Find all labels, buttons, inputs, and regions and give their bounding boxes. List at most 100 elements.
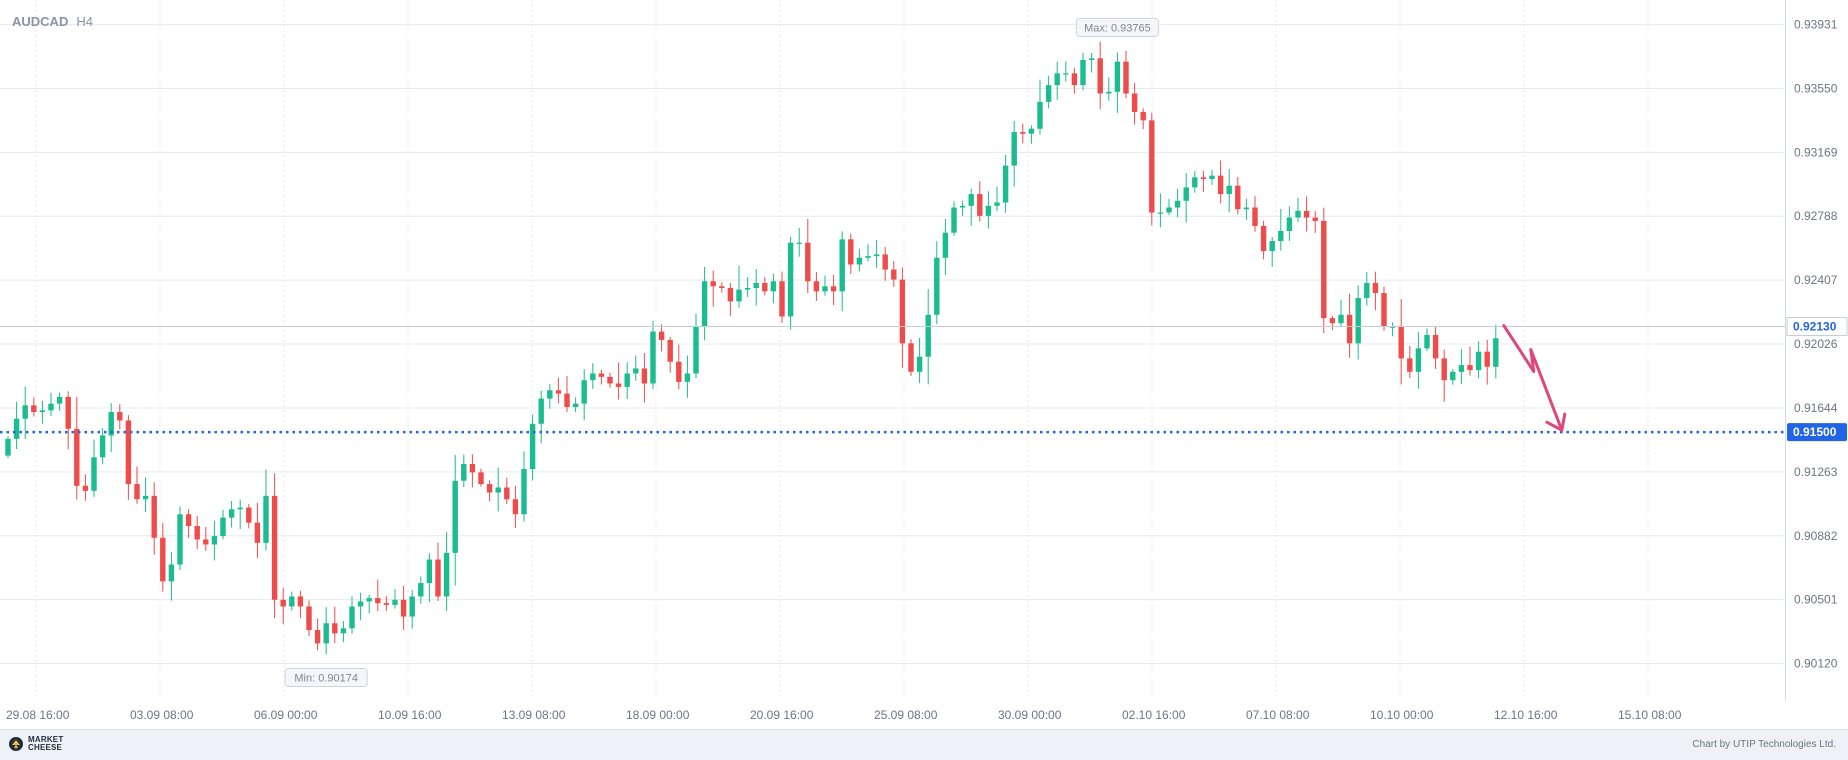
candle-body [435, 559, 441, 597]
time-tick-label: 12.10 16:00 [1494, 708, 1558, 722]
price-tick-label: 0.90882 [1794, 529, 1838, 543]
level-price-tag [1787, 423, 1847, 442]
candle-body [1338, 314, 1344, 324]
candle-body [770, 281, 777, 292]
candle-body [160, 537, 166, 582]
price-tick-label: 0.91644 [1794, 401, 1838, 415]
time-tick-label: 18.09 00:00 [626, 708, 690, 722]
candle-body [1106, 91, 1112, 94]
candle-body [5, 438, 11, 456]
candle-body [1063, 73, 1069, 75]
candle-body [641, 368, 648, 384]
candle-body [882, 254, 888, 270]
candle-body [271, 495, 278, 600]
candle-body [1260, 225, 1267, 252]
candle-body [1372, 282, 1379, 293]
price-axis[interactable]: 0.93931 0.93550 0.93169 0.92788 0.92407 0.920… [1785, 0, 1848, 700]
candle-body [753, 282, 759, 288]
time-tick-label: 10.09 16:00 [378, 708, 442, 722]
candle-body [383, 603, 390, 605]
candle-body [1071, 73, 1078, 86]
candle-body [590, 373, 596, 381]
candle-body [409, 596, 415, 617]
candle-body [177, 514, 183, 565]
candle-body [1303, 210, 1310, 218]
candle-body [908, 343, 914, 372]
candle-body [951, 207, 957, 233]
candle-body [787, 242, 794, 317]
candle-body [486, 484, 493, 493]
candle-body [1381, 293, 1387, 327]
candle-body [607, 376, 613, 384]
price-tick-label: 0.90120 [1794, 657, 1838, 671]
candle-body [1286, 217, 1293, 231]
candle-body [323, 623, 329, 644]
plot-area[interactable]: Max: 0.93765 Min: 0.90174 [0, 0, 1785, 700]
candle-body [340, 628, 347, 634]
candle-body [48, 403, 54, 411]
candle-body [108, 412, 114, 436]
price-tick-label: 0.93550 [1794, 81, 1838, 95]
time-tick-label: 25.09 08:00 [874, 708, 938, 722]
timeframe-label: H4 [76, 14, 93, 29]
candle-body [1321, 220, 1327, 319]
candle-body [684, 373, 691, 382]
candle-body [99, 435, 106, 458]
candle-body [796, 242, 802, 244]
price-tick-label: 0.92788 [1794, 209, 1838, 223]
candle-body [1450, 371, 1456, 381]
candle-body [280, 599, 286, 607]
candle-body [899, 279, 906, 344]
time-axis[interactable]: 29.08 16:00 03.09 08:00 06.09 00:00 10.09 1… [0, 700, 1785, 728]
brand-line1: MARKET [28, 735, 64, 744]
candle-body [1028, 128, 1035, 134]
candle-body [925, 314, 931, 357]
time-tick-label: 07.10 08:00 [1246, 708, 1310, 722]
candle-body [865, 256, 871, 258]
candle-body [701, 281, 708, 327]
current-price-text: 0.92130 [1793, 320, 1837, 334]
candle-body [314, 629, 321, 644]
candle-body [1346, 314, 1353, 344]
candle-body [1243, 207, 1250, 210]
candle-body [504, 487, 510, 500]
forecast-arrow-head [1545, 412, 1567, 432]
candle-body [263, 495, 269, 543]
candle-body [1269, 241, 1275, 252]
symbol-label: AUDCAD [12, 14, 69, 29]
candle-body [1192, 177, 1198, 188]
candle-body [1088, 58, 1095, 60]
candle-body [1123, 61, 1129, 94]
time-tick-label: 13.09 08:00 [502, 708, 566, 722]
candle-body [572, 403, 579, 407]
candle-body [1312, 217, 1318, 221]
candle-body [220, 517, 226, 537]
current-price-tag [1786, 317, 1848, 337]
candle-body [237, 507, 243, 510]
candle-body [529, 423, 536, 470]
candle-body [1432, 334, 1439, 359]
cheese-logo-icon [9, 737, 23, 751]
candle-body [1114, 61, 1121, 92]
time-tick-label: 29.08 16:00 [6, 708, 70, 722]
candle-body [1011, 132, 1017, 166]
max-price-label: Max: 0.93765 [1075, 17, 1159, 37]
candle-body [1002, 165, 1009, 203]
time-tick-label: 10.10 00:00 [1370, 708, 1434, 722]
candle-body [839, 239, 845, 292]
candle-body [357, 601, 364, 607]
chart-header: AUDCAD H4 [12, 14, 93, 29]
time-tick-label: 02.10 16:00 [1122, 708, 1186, 722]
candle-body [942, 232, 949, 258]
min-price-label-box [284, 667, 368, 687]
min-price-label-text: Min: 0.90174 [294, 672, 358, 684]
candle-body [1037, 101, 1043, 129]
market-cheese-logo: MARKET CHEESE [8, 736, 63, 752]
candle-body [443, 552, 450, 597]
price-tick-label: 0.90501 [1794, 593, 1838, 607]
candle-body [1045, 85, 1052, 102]
candle-body [31, 405, 37, 413]
candle-body [1140, 111, 1146, 121]
time-tick-label: 20.09 16:00 [750, 708, 814, 722]
candle-body [805, 242, 811, 282]
